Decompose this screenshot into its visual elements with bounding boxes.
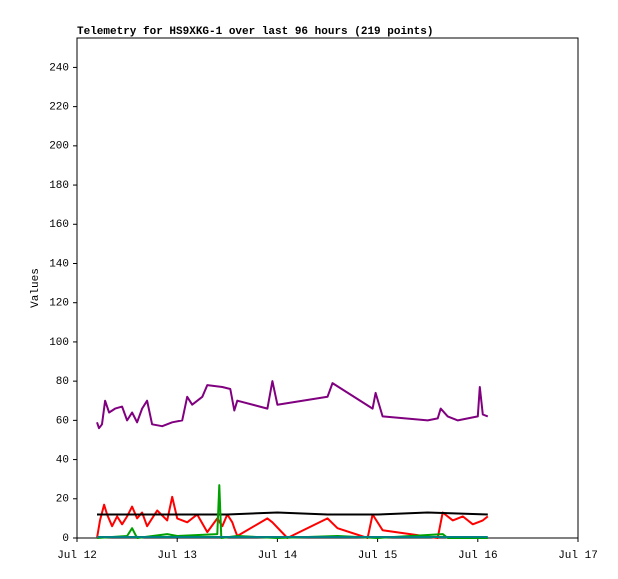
y-tick-label: 120 [49,298,69,310]
x-tick-label: Jul 12 [57,550,97,562]
y-tick-label: 40 [56,454,69,466]
y-tick-label: 0 [62,533,69,545]
x-tick-label: Jul 15 [358,550,398,562]
y-tick-label: 180 [49,180,69,192]
y-tick-label: 200 [49,141,69,153]
y-tick-label: 80 [56,376,69,388]
y-tick-label: 20 [56,494,69,506]
x-tick-label: Jul 13 [157,550,197,562]
y-tick-label: 240 [49,62,69,74]
series-line [96,380,489,430]
series-line [97,511,488,516]
y-tick-label: 160 [49,219,69,231]
x-tick-label: Jul 16 [458,550,498,562]
x-tick-label: Jul 14 [258,550,298,562]
y-tick-label: 60 [56,415,69,427]
x-tick-label: Jul 17 [558,550,598,562]
y-tick-label: 140 [49,258,69,270]
y-axis-label: Values [30,268,42,308]
y-tick-label: 220 [49,102,69,114]
y-tick-label: 100 [49,337,69,349]
chart-title: Telemetry for HS9XKG-1 over last 96 hour… [77,26,433,38]
